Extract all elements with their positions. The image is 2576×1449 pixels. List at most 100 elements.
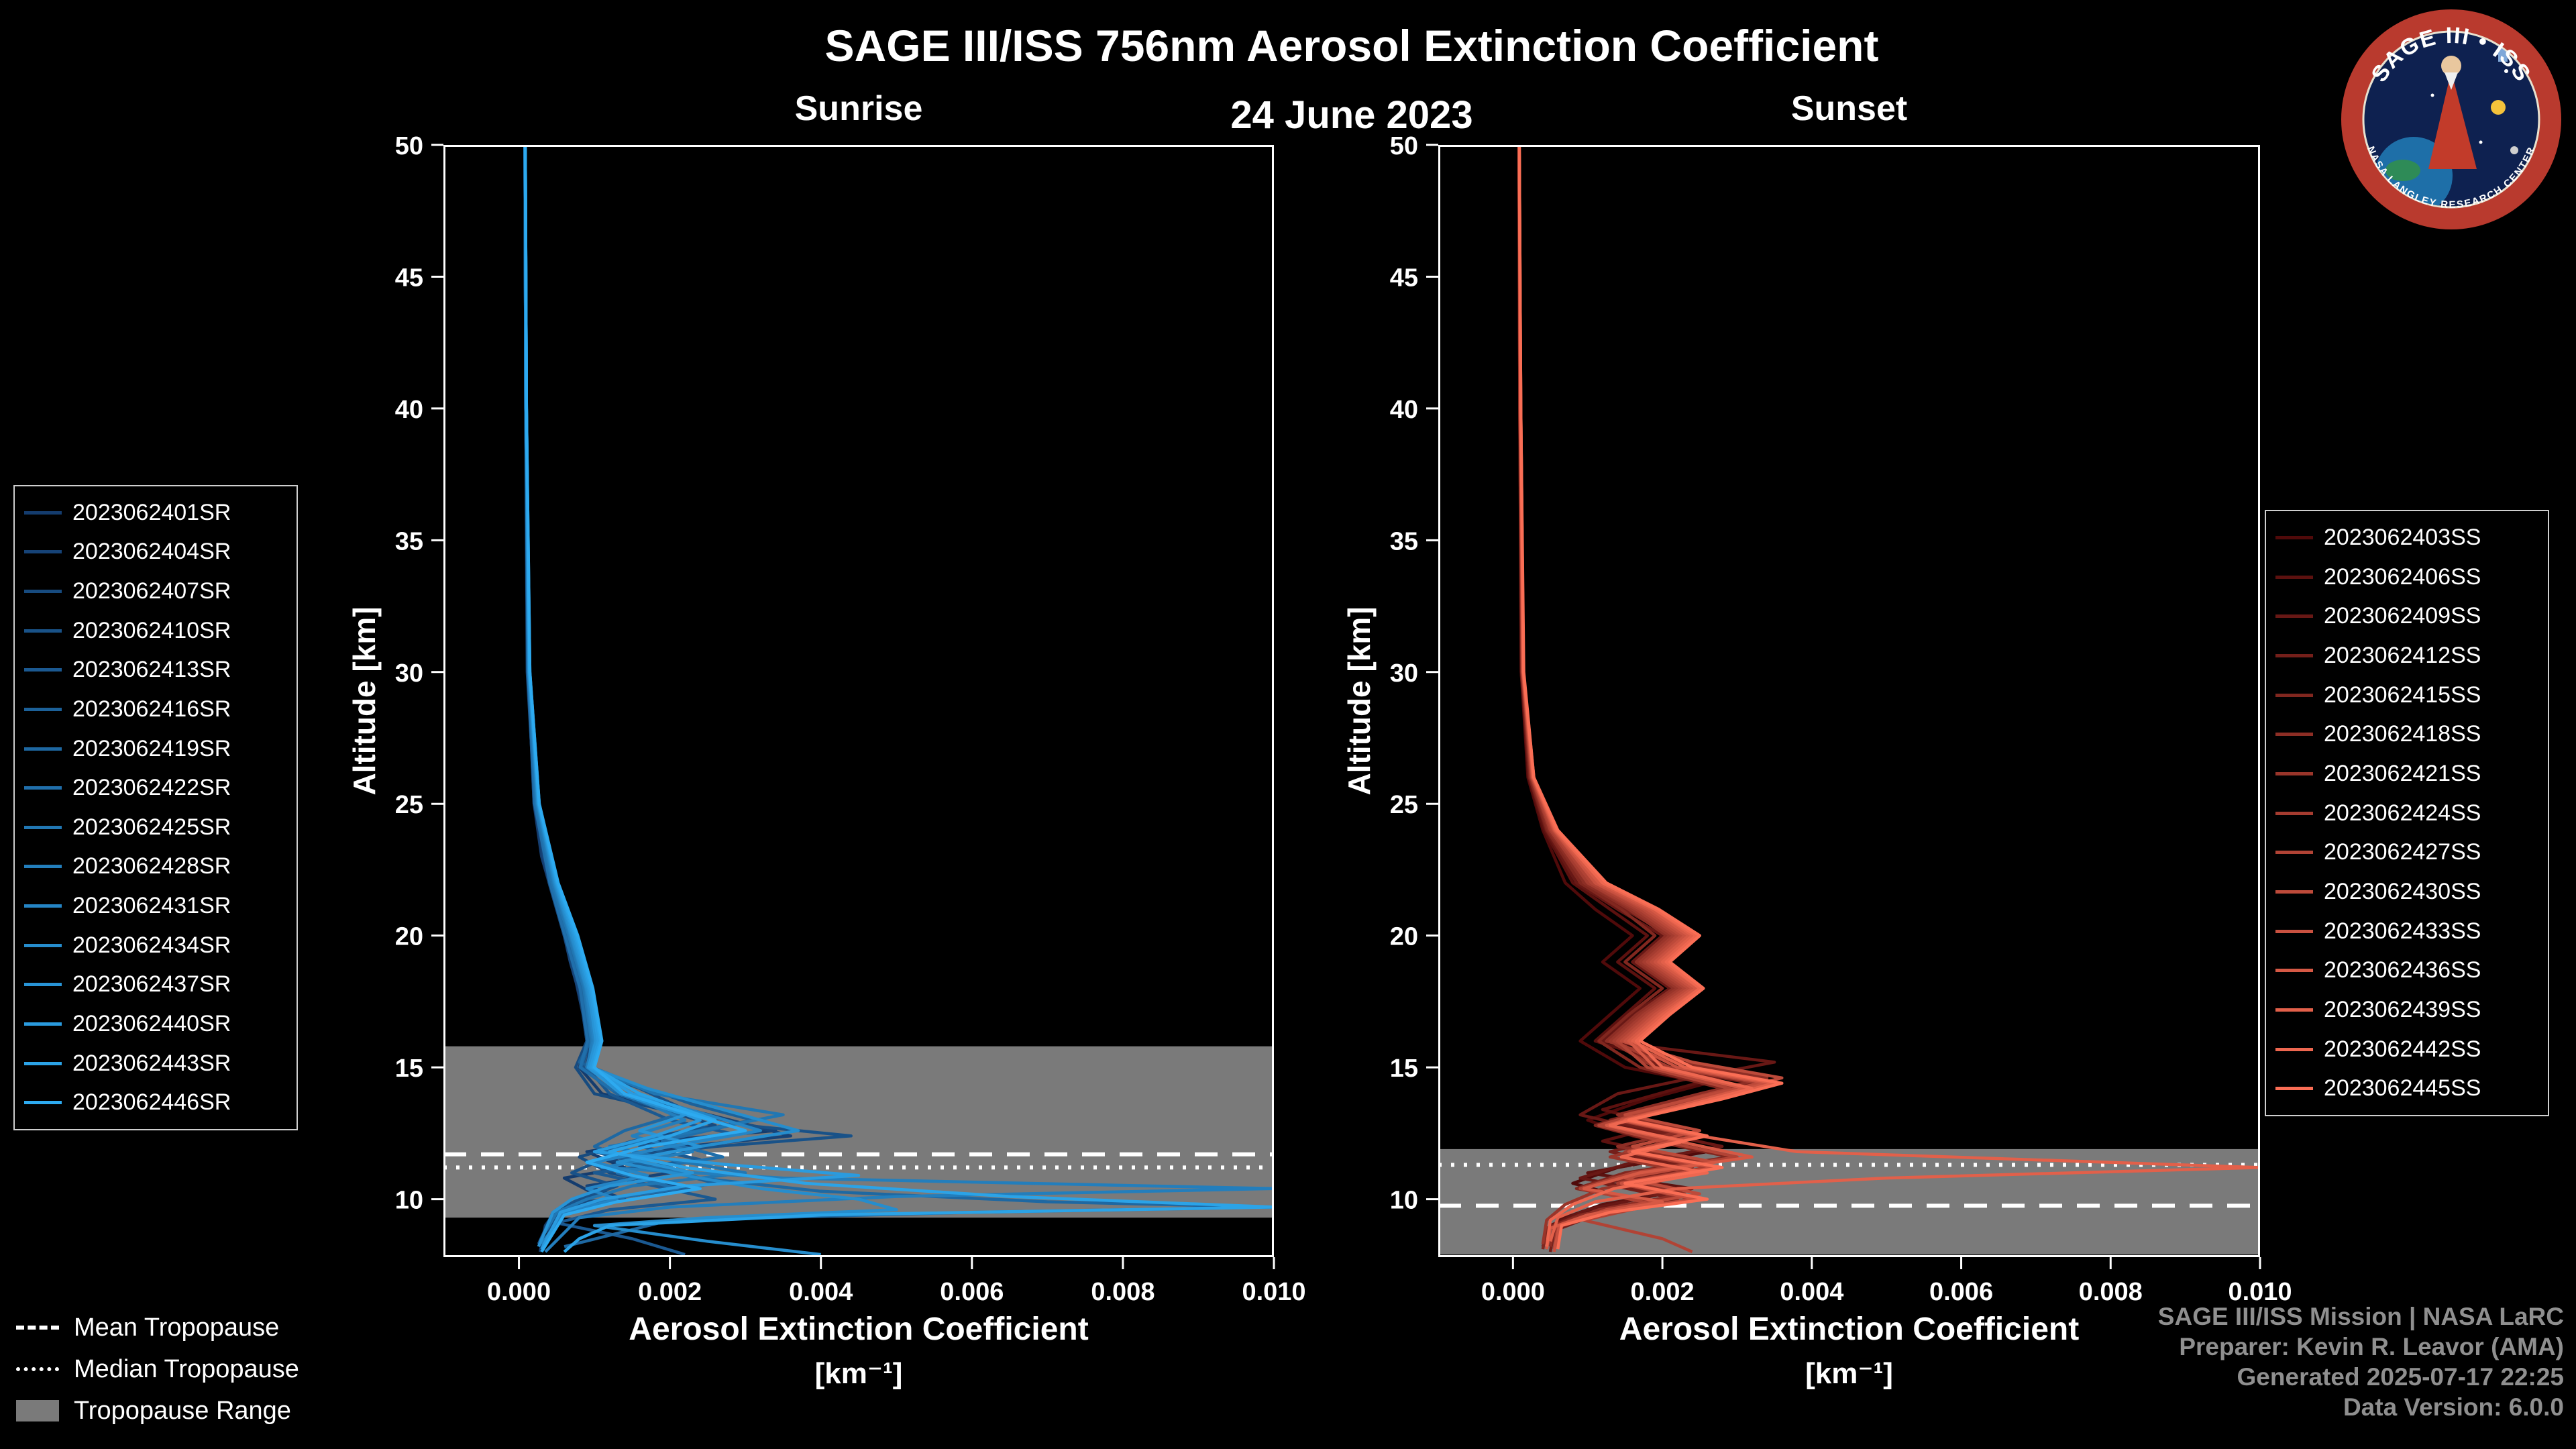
legend-label: 2023062427SS xyxy=(2324,839,2481,865)
legend-label: 2023062413SR xyxy=(72,657,231,683)
page-title: SAGE III/ISS 756nm Aerosol Extinction Co… xyxy=(824,21,1879,70)
y-tick-label: 30 xyxy=(395,659,423,688)
legend-line-swatch xyxy=(24,1101,62,1105)
legend-label: 2023062443SR xyxy=(72,1050,231,1076)
legend-item: 2023062416SR xyxy=(24,690,287,729)
sunrise-y-axis-label: Altitude [km] xyxy=(347,606,382,796)
legend-item: 2023062445SS xyxy=(2275,1069,2538,1108)
x-tick-label: 0.008 xyxy=(1091,1278,1155,1306)
legend-item: 2023062413SR xyxy=(24,651,287,690)
y-tick-label: 10 xyxy=(1390,1187,1418,1215)
legend-item: 2023062428SR xyxy=(24,847,287,887)
legend-line-swatch xyxy=(24,747,62,751)
sunset-legend: 2023062403SS 2023062406SS 2023062409SS 2023… xyxy=(2265,510,2549,1116)
y-tick-label: 20 xyxy=(1390,923,1418,951)
legend-line-swatch xyxy=(24,786,62,790)
legend-label: 2023062446SR xyxy=(72,1089,231,1116)
x-tick-label: 0.004 xyxy=(1780,1278,1843,1306)
legend-item-tropopause-range: Tropopause Range xyxy=(16,1390,299,1432)
y-tick-label: 35 xyxy=(395,527,423,555)
legend-label: 2023062430SS xyxy=(2324,878,2481,904)
legend-item: 2023062431SR xyxy=(24,886,287,926)
legend-label: 2023062442SS xyxy=(2324,1036,2481,1062)
legend-line-swatch xyxy=(24,511,62,515)
legend-line-swatch xyxy=(2275,535,2313,539)
y-tick-label: 30 xyxy=(1390,659,1418,688)
legend-line-swatch xyxy=(2275,969,2313,973)
legend-item: 2023062425SR xyxy=(24,808,287,847)
legend-item: 2023062401SR xyxy=(24,493,287,533)
legend-label: 2023062404SR xyxy=(72,539,231,565)
legend-line-swatch xyxy=(24,904,62,908)
y-tick-label: 35 xyxy=(1390,527,1418,555)
logo-sage-head xyxy=(2441,56,2461,76)
series-line-2023062439SS xyxy=(1517,145,2260,1242)
legend-label: 2023062445SS xyxy=(2324,1075,2481,1102)
legend-item: 2023062415SS xyxy=(2275,676,2538,715)
y-tick-label: 25 xyxy=(395,791,423,819)
y-tick-label: 50 xyxy=(395,132,423,160)
legend-label: 2023062406SS xyxy=(2324,564,2481,590)
logo-earth-land xyxy=(2385,160,2420,181)
legend-item: 2023062440SR xyxy=(24,1004,287,1044)
legend-item: 2023062418SS xyxy=(2275,714,2538,754)
legend-label: 2023062428SR xyxy=(72,853,231,879)
legend-item: 2023062433SS xyxy=(2275,912,2538,951)
legend-item: 2023062407SR xyxy=(24,572,287,611)
x-tick-label: 0.008 xyxy=(2079,1278,2143,1306)
legend-label: 2023062422SR xyxy=(72,775,231,801)
legend-label: 2023062424SS xyxy=(2324,800,2481,826)
legend-line-swatch xyxy=(24,865,62,869)
legend-item: 2023062446SR xyxy=(24,1083,287,1122)
sunset-x-axis-units: [km⁻¹] xyxy=(1805,1357,1893,1390)
y-tick-label: 40 xyxy=(395,396,423,424)
legend-label: 2023062403SS xyxy=(2324,524,2481,550)
legend-line-swatch xyxy=(24,590,62,594)
legend-item-median-tropopause: Median Tropopause xyxy=(16,1348,299,1390)
legend-label: 2023062421SS xyxy=(2324,760,2481,786)
series-line-2023062445SS xyxy=(1517,145,1784,1250)
legend-line-swatch xyxy=(24,550,62,554)
x-tick-label: 0.002 xyxy=(1631,1278,1695,1306)
x-tick-label: 0.006 xyxy=(1929,1278,1993,1306)
legend-item: 2023062430SS xyxy=(2275,872,2538,912)
sunset-plot-canvas: 10 15 20 25 30 35 40 45 50 0.000 0.002 0.004 0.006 0.… xyxy=(1390,132,2292,1306)
legend-item: 2023062439SS xyxy=(2275,990,2538,1030)
legend-label: 2023062412SS xyxy=(2324,642,2481,668)
sunset-panel-title: Sunset xyxy=(1790,89,1908,128)
legend-line-swatch xyxy=(2275,890,2313,894)
sunrise-x-axis-units: [km⁻¹] xyxy=(814,1357,903,1390)
legend-item-mean-tropopause: Mean Tropopause xyxy=(16,1307,299,1348)
legend-line-swatch xyxy=(2275,1047,2313,1051)
gray-band-swatch xyxy=(16,1400,59,1421)
legend-label: 2023062407SR xyxy=(72,578,231,604)
legend-item: 2023062436SS xyxy=(2275,951,2538,990)
legend-line-swatch xyxy=(2275,1008,2313,1012)
legend-line-swatch xyxy=(2275,693,2313,697)
legend-line-swatch xyxy=(2275,929,2313,933)
logo-sage-beard xyxy=(2445,72,2458,90)
legend-label: Tropopause Range xyxy=(74,1396,291,1425)
legend-item: 2023062404SR xyxy=(24,533,287,572)
legend-line-swatch xyxy=(2275,771,2313,775)
y-tick-label: 25 xyxy=(1390,791,1418,819)
legend-label: 2023062415SS xyxy=(2324,682,2481,708)
legend-item: 2023062410SR xyxy=(24,611,287,651)
y-tick-label: 45 xyxy=(395,264,423,292)
y-tick-label: 15 xyxy=(1390,1055,1418,1083)
legend-label: 2023062416SR xyxy=(72,696,231,722)
y-tick-label: 20 xyxy=(395,923,423,951)
legend-label: 2023062419SR xyxy=(72,735,231,761)
y-tick-label: 10 xyxy=(395,1187,423,1215)
legend-label: Median Tropopause xyxy=(74,1354,299,1383)
legend-label: 2023062401SR xyxy=(72,499,231,525)
legend-line-swatch xyxy=(2275,1087,2313,1091)
legend-label: 2023062410SR xyxy=(72,617,231,643)
series-line-2023062427SS xyxy=(1517,145,1739,1254)
legend-label: 2023062439SS xyxy=(2324,996,2481,1022)
logo-sage-figure xyxy=(2428,71,2477,169)
legend-item: 2023062412SS xyxy=(2275,636,2538,676)
logo-sun xyxy=(2491,100,2506,115)
legend-line-swatch xyxy=(24,629,62,633)
legend-line-swatch xyxy=(24,1061,62,1065)
